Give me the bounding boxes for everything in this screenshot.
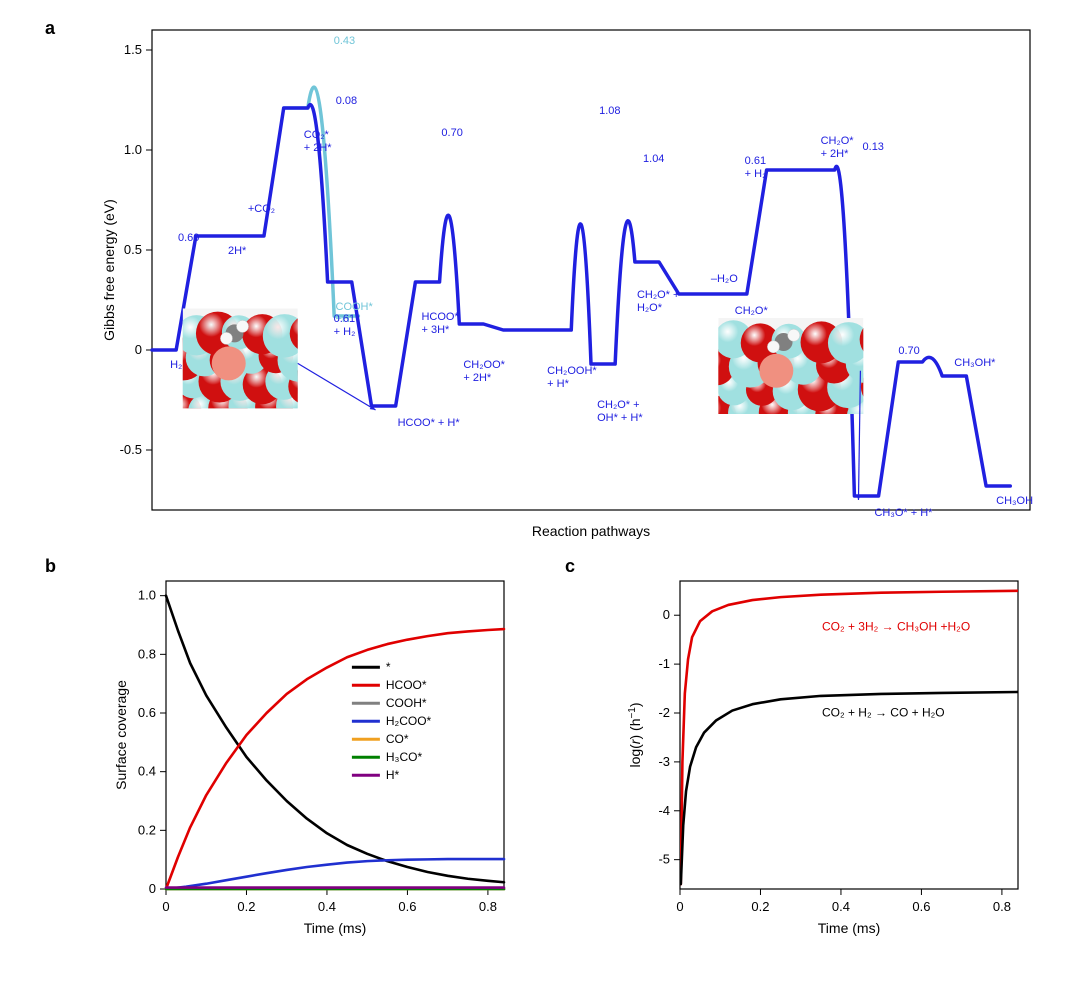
svg-text:0.6: 0.6 <box>398 899 416 914</box>
svg-text:CO₂*: CO₂* <box>304 129 330 141</box>
svg-text:CH₃OH: CH₃OH <box>996 495 1033 507</box>
svg-text:0.70: 0.70 <box>898 345 919 357</box>
svg-text:+CO₂: +CO₂ <box>248 203 275 215</box>
svg-text:0.4: 0.4 <box>138 764 156 779</box>
svg-text:0.70: 0.70 <box>441 127 462 139</box>
svg-text:*: * <box>386 660 391 674</box>
svg-text:0.61: 0.61 <box>334 313 355 325</box>
svg-text:Time (ms): Time (ms) <box>304 920 366 936</box>
svg-text:Time (ms): Time (ms) <box>818 920 880 936</box>
svg-text:0.2: 0.2 <box>138 822 156 837</box>
svg-text:-2: -2 <box>658 705 670 720</box>
svg-text:0.6: 0.6 <box>912 899 930 914</box>
svg-text:0.08: 0.08 <box>336 95 357 107</box>
svg-text:+ 2H*: + 2H* <box>463 372 492 384</box>
svg-text:OH* + H*: OH* + H* <box>597 412 643 424</box>
svg-text:0.13: 0.13 <box>863 141 884 153</box>
svg-text:CO*: CO* <box>386 732 409 746</box>
svg-text:CH₂O* +: CH₂O* + <box>637 289 679 301</box>
panel-b-label: b <box>45 556 56 577</box>
svg-text:+ 3H*: + 3H* <box>421 324 450 336</box>
svg-text:CH₂OOH*: CH₂OOH* <box>547 365 597 377</box>
svg-text:CO₂ + H₂ → CO + H₂O: CO₂ + H₂ → CO + H₂O <box>822 706 945 720</box>
svg-text:0.2: 0.2 <box>751 899 769 914</box>
svg-text:0.8: 0.8 <box>138 646 156 661</box>
svg-text:2H*: 2H* <box>228 245 247 257</box>
svg-text:CH₂O*: CH₂O* <box>821 135 855 147</box>
svg-text:0.6: 0.6 <box>138 705 156 720</box>
svg-text:0.4: 0.4 <box>318 899 336 914</box>
svg-text:1.0: 1.0 <box>124 142 142 157</box>
svg-text:H₂O*: H₂O* <box>637 302 663 314</box>
svg-text:-3: -3 <box>658 754 670 769</box>
svg-text:0: 0 <box>663 607 670 622</box>
svg-text:0.43: 0.43 <box>334 35 355 47</box>
svg-text:CH₂O* +: CH₂O* + <box>597 399 639 411</box>
svg-text:0.60: 0.60 <box>178 232 199 244</box>
svg-text:0.8: 0.8 <box>993 899 1011 914</box>
svg-text:-5: -5 <box>658 852 670 867</box>
svg-text:Reaction pathways: Reaction pathways <box>532 523 650 539</box>
svg-text:0: 0 <box>135 342 142 357</box>
svg-text:–H₂O: –H₂O <box>711 273 738 285</box>
svg-text:HCOO* + H*: HCOO* + H* <box>398 417 461 429</box>
svg-text:+ H*: + H* <box>547 378 569 390</box>
svg-text:Gibbs free energy (eV): Gibbs free energy (eV) <box>101 199 117 341</box>
svg-text:+ 2H*: + 2H* <box>821 148 850 160</box>
svg-text:0: 0 <box>676 899 683 914</box>
panel-c-label: c <box>565 556 575 577</box>
svg-text:1.08: 1.08 <box>599 105 620 117</box>
svg-text:0.61: 0.61 <box>745 155 766 167</box>
svg-text:+ H₂: + H₂ <box>745 168 767 180</box>
svg-text:CH₂OO*: CH₂OO* <box>463 359 505 371</box>
svg-text:log(r) (h−1): log(r) (h−1) <box>627 702 644 767</box>
svg-text:COOH*: COOH* <box>386 696 427 710</box>
panel-a-label: a <box>45 18 55 39</box>
svg-text:COOH*: COOH* <box>336 301 374 313</box>
svg-text:0: 0 <box>149 881 156 896</box>
svg-text:H₂: H₂ <box>170 359 182 371</box>
svg-text:CH₃O* + H*: CH₃O* + H* <box>874 507 933 519</box>
svg-text:0.2: 0.2 <box>237 899 255 914</box>
svg-text:0: 0 <box>162 899 169 914</box>
svg-text:0.5: 0.5 <box>124 242 142 257</box>
svg-text:0.4: 0.4 <box>832 899 850 914</box>
svg-text:CH₂O*: CH₂O* <box>735 305 769 317</box>
svg-text:+ 2H*: + 2H* <box>304 142 333 154</box>
svg-text:-1: -1 <box>658 656 670 671</box>
svg-text:CO₂ + 3H₂ → CH₃OH +H₂O: CO₂ + 3H₂ → CH₃OH +H₂O <box>822 619 970 633</box>
svg-text:H₂COO*: H₂COO* <box>386 714 432 728</box>
svg-text:1.5: 1.5 <box>124 42 142 57</box>
svg-text:H₃CO*: H₃CO* <box>386 750 423 764</box>
svg-text:H*: H* <box>386 768 400 782</box>
svg-text:1.04: 1.04 <box>643 153 664 165</box>
svg-text:0.8: 0.8 <box>479 899 497 914</box>
svg-text:Surface coverage: Surface coverage <box>113 680 129 790</box>
svg-text:CH₃OH*: CH₃OH* <box>954 357 996 369</box>
svg-text:-0.5: -0.5 <box>120 442 142 457</box>
svg-text:1.0: 1.0 <box>138 588 156 603</box>
panel-c-chart: 0 0.2 0.4 0.6 0.8 -5 -4 -3 -2 -1 0 Time (ms) log(r) … <box>624 575 1034 985</box>
svg-text:HCOO*: HCOO* <box>386 678 427 692</box>
svg-text:-4: -4 <box>658 803 670 818</box>
svg-text:HCOO*: HCOO* <box>421 311 459 323</box>
panel-a-chart: -0.5 0 0.5 1.0 1.5 Gibbs free energy (eV) Reac… <box>100 20 1038 570</box>
panel-b-chart: 0 0.2 0.4 0.6 0.8 0 0.2 0.4 0.6 0.8 1.0 Time (ms) Su… <box>110 575 520 985</box>
svg-text:+ H₂: + H₂ <box>334 326 356 338</box>
